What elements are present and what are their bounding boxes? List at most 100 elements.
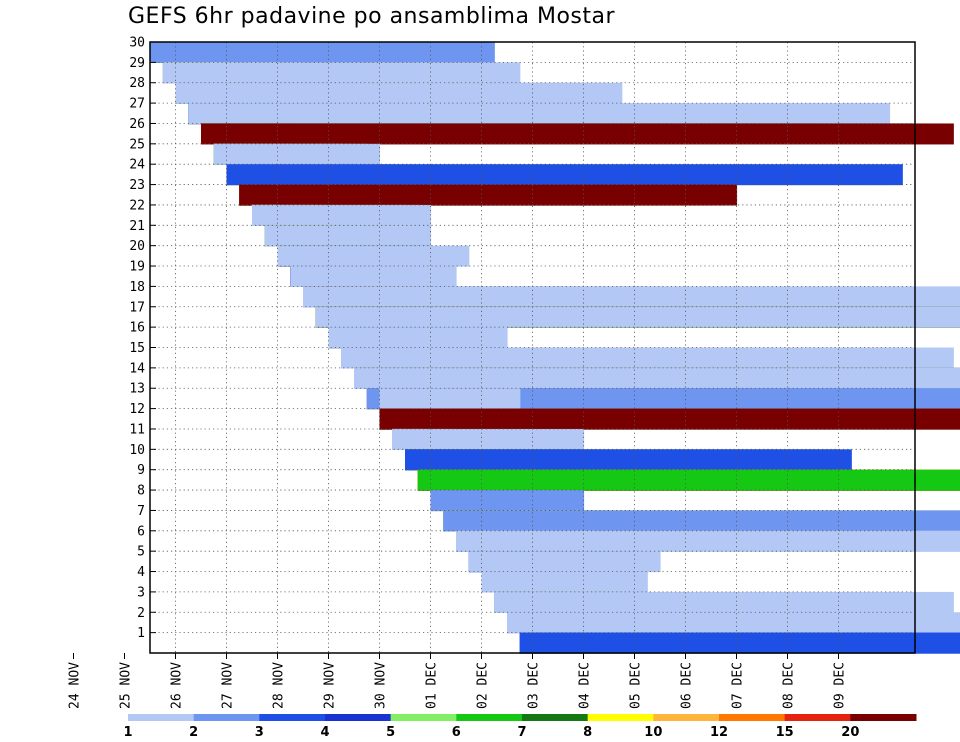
colorbar-label: 1 bbox=[123, 725, 132, 740]
colorbar-segment bbox=[587, 714, 654, 721]
y-tick-label: 17 bbox=[129, 300, 145, 315]
y-tick-label: 13 bbox=[129, 382, 145, 397]
x-tick-label: 28 NOV bbox=[272, 662, 287, 709]
colorbar-segment bbox=[653, 714, 720, 721]
colorbar-segment bbox=[522, 714, 589, 721]
colorbar-label: 5 bbox=[386, 725, 395, 740]
x-tick-label: 04 DEC bbox=[578, 662, 593, 709]
y-tick-label: 6 bbox=[137, 524, 145, 539]
heatmap-cell bbox=[328, 327, 508, 349]
y-tick-label: 27 bbox=[129, 97, 145, 112]
y-tick-label: 22 bbox=[129, 198, 145, 213]
y-tick-label: 24 bbox=[129, 158, 145, 173]
heatmap-cell bbox=[175, 82, 623, 104]
x-tick-label: 01 DEC bbox=[425, 662, 440, 709]
y-tick-label: 20 bbox=[129, 239, 145, 254]
heatmap-cell bbox=[150, 42, 495, 63]
colorbar-segment bbox=[784, 714, 851, 721]
heatmap-cell bbox=[252, 204, 432, 226]
heatmap-cell bbox=[213, 143, 381, 165]
heatmap-cell bbox=[239, 184, 738, 206]
x-tick-label: 02 DEC bbox=[476, 662, 491, 709]
colorbar-segment bbox=[193, 714, 260, 721]
x-tick-label: 24 NOV bbox=[68, 662, 83, 709]
heatmap-cell bbox=[379, 408, 960, 430]
colorbar-segment bbox=[390, 714, 457, 721]
heatmap-cell bbox=[379, 388, 521, 410]
heatmap-cell bbox=[226, 164, 903, 186]
colorbar-label: 7 bbox=[517, 725, 526, 740]
colorbar-segment bbox=[719, 714, 786, 721]
colorbar-label: 6 bbox=[452, 725, 461, 740]
heatmap-cell bbox=[264, 225, 432, 247]
x-tick-label: 07 DEC bbox=[731, 662, 746, 709]
heatmap-cells bbox=[150, 42, 960, 654]
x-tick-label: 08 DEC bbox=[782, 662, 797, 709]
colorbar-label: 2 bbox=[189, 725, 198, 740]
y-tick-label: 11 bbox=[129, 422, 145, 437]
y-tick-label: 4 bbox=[137, 565, 145, 580]
colorbar-label: 12 bbox=[710, 725, 728, 740]
heatmap-cell bbox=[519, 632, 960, 654]
y-tick-label: 30 bbox=[129, 36, 145, 51]
y-tick-label: 2 bbox=[137, 606, 145, 621]
chart-title: GEFS 6hr padavine po ansamblima Mostar bbox=[128, 4, 616, 29]
x-tick-label: 03 DEC bbox=[527, 662, 542, 709]
y-tick-label: 18 bbox=[129, 280, 145, 295]
heatmap-cell bbox=[277, 245, 470, 267]
heatmap-cell bbox=[290, 266, 457, 287]
colorbar: 1 2 3 4 5 6 7 8 10 12 15 20 bbox=[123, 714, 917, 740]
y-tick-label: 7 bbox=[137, 504, 145, 519]
y-tick-label: 19 bbox=[129, 260, 145, 275]
heatmap-cell bbox=[188, 103, 891, 125]
x-tick-label: 29 NOV bbox=[323, 662, 338, 709]
y-tick-label: 1 bbox=[137, 626, 145, 641]
colorbar-label: 15 bbox=[776, 725, 794, 740]
y-tick-label: 9 bbox=[137, 463, 145, 478]
y-tick-label: 15 bbox=[129, 341, 145, 356]
heatmap-cell bbox=[430, 490, 585, 512]
colorbar-label: 20 bbox=[841, 725, 859, 740]
x-tick-label: 27 NOV bbox=[221, 662, 236, 709]
heatmap-cell bbox=[341, 347, 954, 369]
x-tick-label: 05 DEC bbox=[629, 662, 644, 709]
y-tick-label: 8 bbox=[137, 484, 145, 499]
y-tick-label: 5 bbox=[137, 545, 145, 560]
x-tick-label: 09 DEC bbox=[833, 662, 848, 709]
y-axis-ticks: 1234567891011121314151617181920212223242… bbox=[129, 36, 156, 641]
y-tick-label: 12 bbox=[129, 402, 145, 417]
colorbar-segment bbox=[259, 714, 326, 721]
y-tick-label: 14 bbox=[129, 361, 145, 376]
heatmap-cell bbox=[494, 591, 954, 613]
y-tick-label: 16 bbox=[129, 321, 145, 336]
heatmap-cell bbox=[481, 571, 648, 593]
y-tick-label: 26 bbox=[129, 117, 145, 132]
heatmap-cell bbox=[392, 428, 585, 450]
x-tick-label: 25 NOV bbox=[119, 662, 134, 709]
colorbar-segment bbox=[325, 714, 392, 721]
colorbar-segment bbox=[850, 714, 917, 721]
heatmap-cell bbox=[354, 367, 960, 389]
x-tick-label: 26 NOV bbox=[170, 662, 185, 709]
x-tick-label: 06 DEC bbox=[680, 662, 695, 709]
y-tick-label: 23 bbox=[129, 178, 145, 193]
y-tick-label: 3 bbox=[137, 585, 145, 600]
colorbar-segment bbox=[128, 714, 195, 721]
x-axis-ticks: 24 NOV 25 NOV 26 NOV 27 NOV 28 NOV 29 NOV 30 N… bbox=[68, 653, 848, 709]
colorbar-label: 8 bbox=[583, 725, 592, 740]
heatmap-cell bbox=[468, 551, 661, 573]
heatmap-cell bbox=[417, 469, 960, 491]
heatmap-cell bbox=[162, 62, 521, 84]
x-tick-label: 30 NOV bbox=[374, 662, 389, 709]
heatmap-cell bbox=[201, 123, 954, 145]
colorbar-label: 3 bbox=[255, 725, 264, 740]
heatmap-cell bbox=[405, 449, 852, 471]
y-tick-label: 29 bbox=[129, 56, 145, 71]
heatmap-cell bbox=[456, 530, 960, 552]
colorbar-label: 10 bbox=[644, 725, 662, 740]
colorbar-segment bbox=[456, 714, 523, 721]
y-tick-label: 10 bbox=[129, 443, 145, 458]
grid-lines bbox=[150, 42, 915, 653]
y-tick-label: 28 bbox=[129, 76, 145, 91]
